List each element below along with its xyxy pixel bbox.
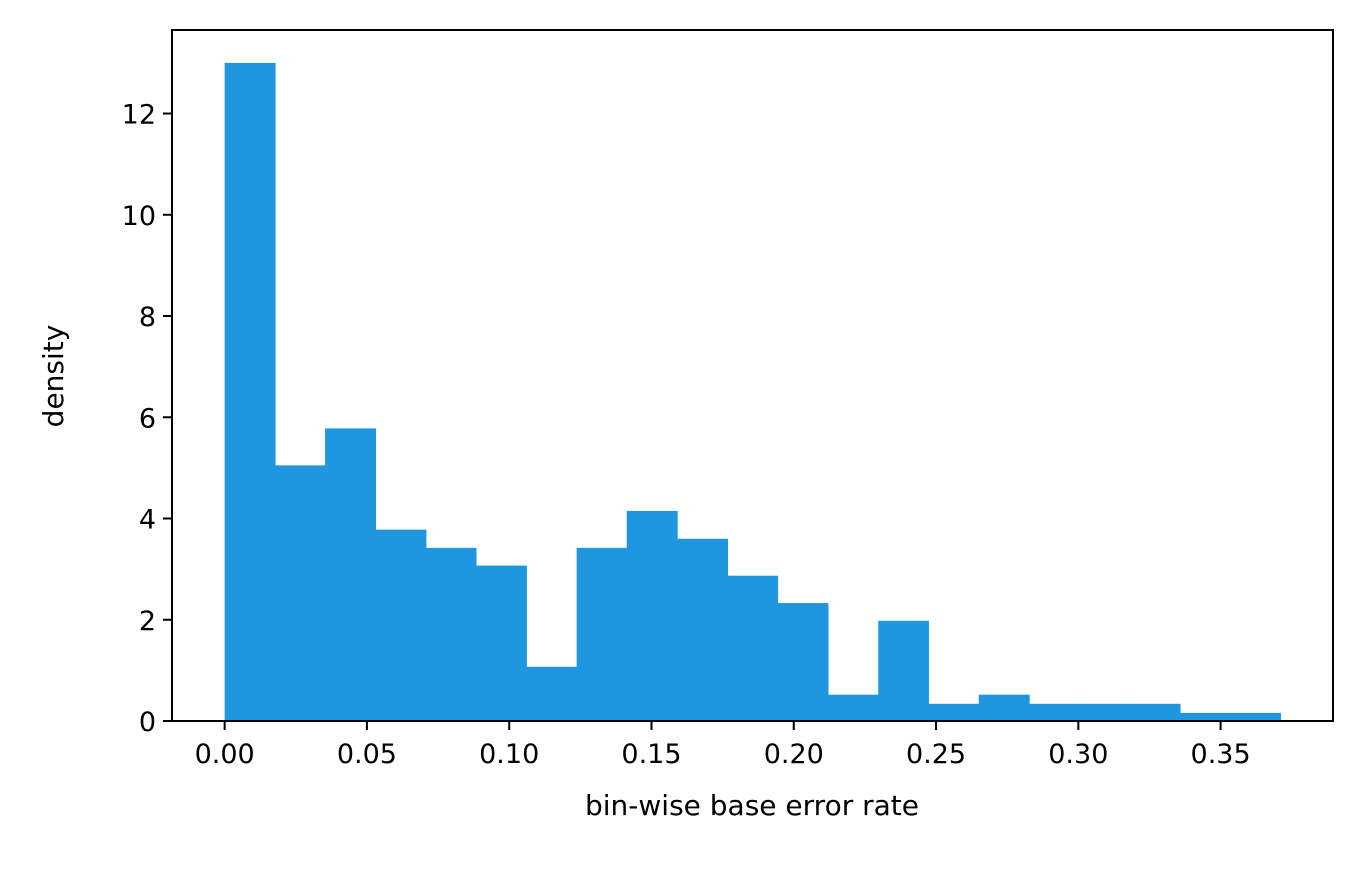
x-tick-label: 0.10 [479, 739, 539, 770]
histogram-bar [1179, 712, 1231, 721]
y-tick-label: 0 [139, 707, 156, 738]
histogram-bar [626, 510, 678, 721]
histogram-bar [827, 694, 879, 721]
histogram-bar [677, 538, 729, 721]
y-tick-label: 2 [139, 606, 156, 637]
x-axis-label: bin-wise base error rate [585, 789, 919, 822]
x-tick-label: 0.35 [1191, 739, 1251, 770]
y-axis: 0 2 4 6 8 10 12 [122, 100, 172, 738]
histogram-bar [777, 603, 829, 721]
histogram-bar [1079, 703, 1131, 721]
histogram-bar [224, 62, 276, 721]
histogram-bar [425, 547, 477, 721]
histogram-bar [978, 694, 1030, 721]
histogram-bar [325, 428, 377, 721]
x-tick-label: 0.15 [621, 739, 681, 770]
histogram-bar [878, 620, 929, 721]
y-axis-label: density [37, 325, 70, 428]
histogram-bar [1029, 703, 1080, 721]
histogram-bar [1129, 703, 1181, 721]
bars-group [224, 62, 1281, 721]
histogram-bar [526, 666, 578, 721]
histogram-bar [727, 575, 779, 721]
histogram-bar [375, 529, 427, 721]
histogram-bar [475, 565, 527, 721]
histogram-bar [576, 547, 628, 721]
x-axis: 0.00 0.05 0.10 0.15 0.20 0.25 0.30 0.35 [195, 721, 1251, 770]
plot-frame [171, 29, 1334, 722]
y-tick-label: 4 [139, 505, 156, 536]
x-tick-label: 0.25 [906, 739, 966, 770]
x-tick-label: 0.00 [195, 739, 255, 770]
x-tick-label: 0.20 [764, 739, 824, 770]
y-tick-label: 6 [139, 403, 156, 434]
y-tick-label: 10 [122, 201, 156, 232]
y-tick-label: 12 [122, 100, 156, 131]
y-tick-label: 8 [139, 302, 156, 333]
histogram-bar [275, 465, 326, 721]
x-tick-label: 0.30 [1048, 739, 1108, 770]
histogram-bar [1229, 712, 1281, 721]
histogram-bar [928, 703, 980, 721]
x-tick-label: 0.05 [337, 739, 397, 770]
